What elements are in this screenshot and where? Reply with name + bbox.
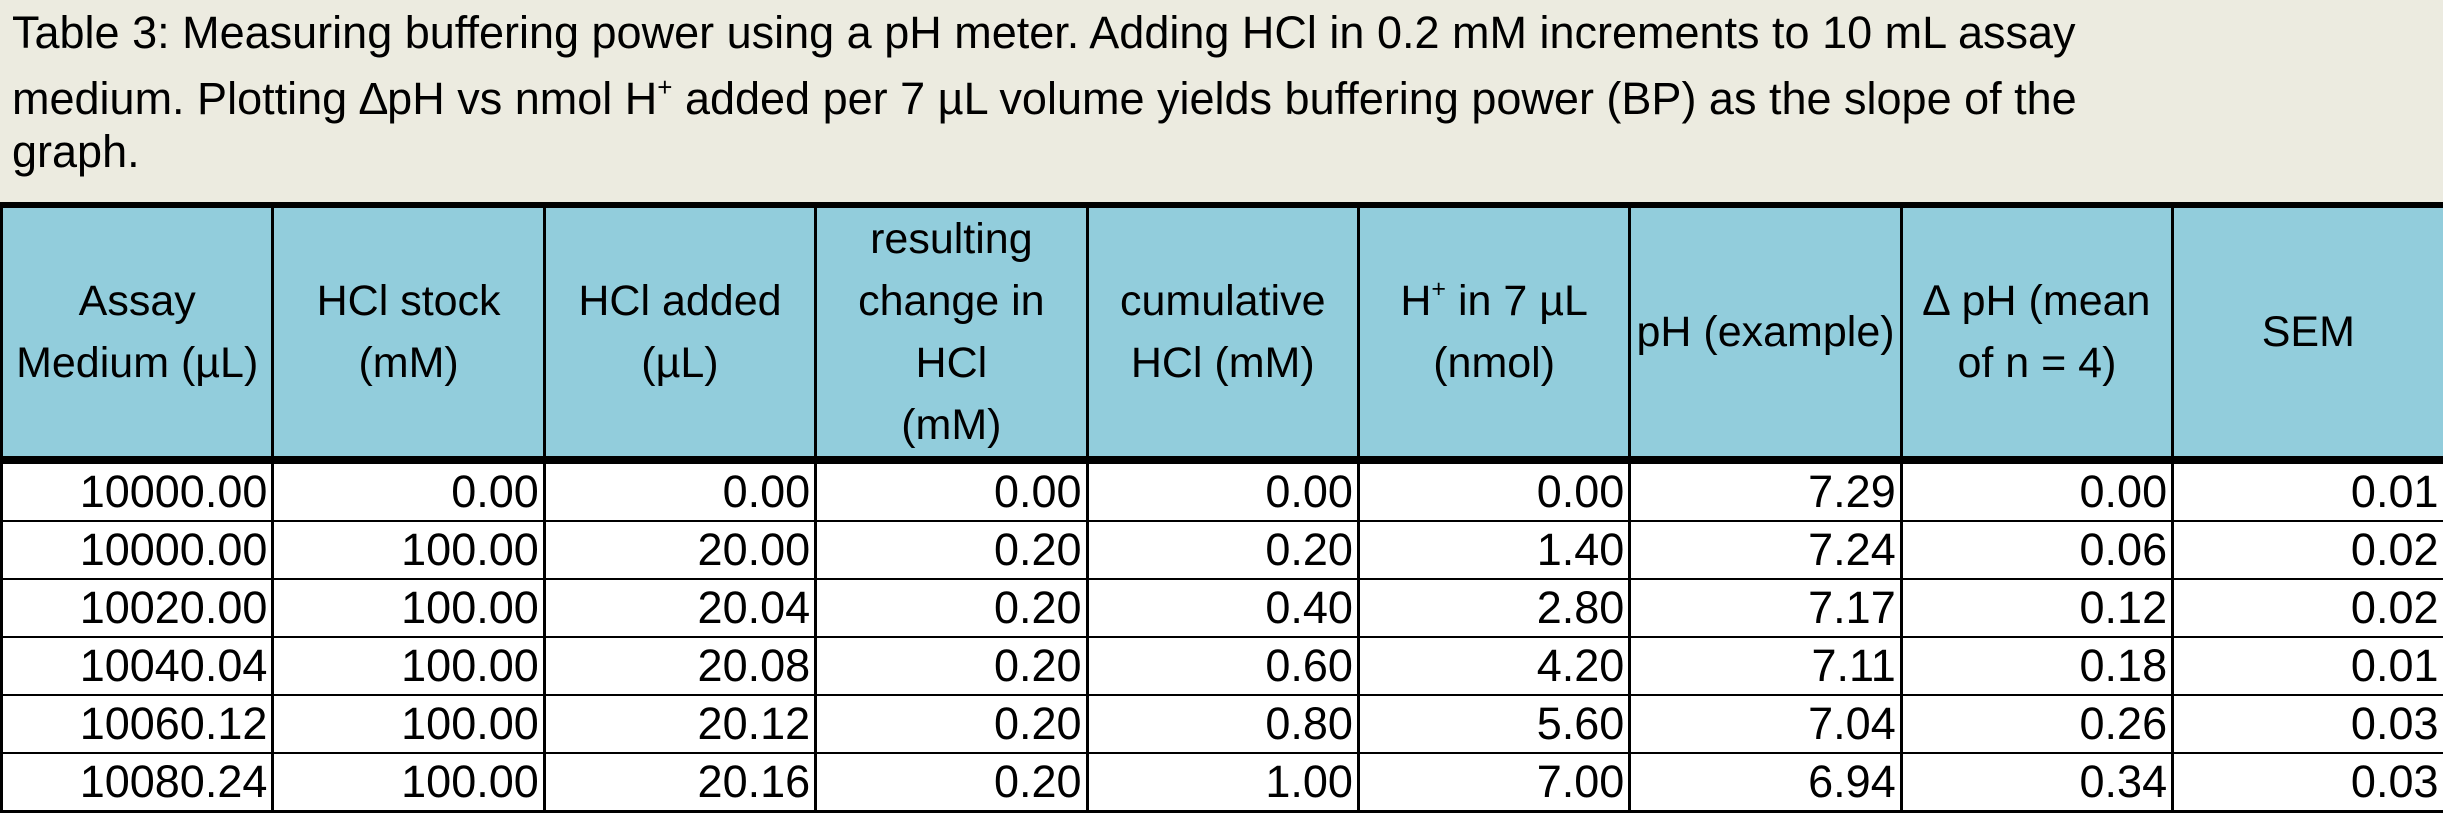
- cell-hcl-stock: 100.00: [273, 695, 544, 753]
- cell-hcl-stock: 100.00: [273, 753, 544, 812]
- cell-hcl-added: 20.04: [544, 579, 815, 637]
- cell-ph-example: 7.24: [1630, 521, 1901, 579]
- cell-assay-medium: 10060.12: [2, 695, 273, 753]
- cell-h-plus-nmol: 0.00: [1358, 460, 1629, 521]
- cell-cumulative-hcl: 0.80: [1087, 695, 1358, 753]
- cell-cumulative-hcl: 0.40: [1087, 579, 1358, 637]
- cell-cumulative-hcl: 0.20: [1087, 521, 1358, 579]
- cell-delta-ph: 0.00: [1901, 460, 2172, 521]
- cell-h-plus-nmol: 2.80: [1358, 579, 1629, 637]
- cell-assay-medium: 10040.04: [2, 637, 273, 695]
- cell-resulting-change: 0.20: [816, 521, 1087, 579]
- header-hcl-added: HCl added(µL): [544, 205, 815, 460]
- cell-assay-medium: 10080.24: [2, 753, 273, 812]
- cell-hcl-added: 20.12: [544, 695, 815, 753]
- header-h-plus: H+ in 7 µL(nmol): [1358, 205, 1629, 460]
- caption-line-3: graph.: [12, 130, 2443, 174]
- cell-hcl-stock: 100.00: [273, 579, 544, 637]
- cell-hcl-stock: 100.00: [273, 637, 544, 695]
- cell-hcl-stock: 0.00: [273, 460, 544, 521]
- cell-hcl-added: 20.00: [544, 521, 815, 579]
- caption-line-2-end: added per 7 µL volume yields buffering p…: [672, 73, 2076, 124]
- cell-cumulative-hcl: 0.00: [1087, 460, 1358, 521]
- cell-delta-ph: 0.06: [1901, 521, 2172, 579]
- cell-sem: 0.02: [2173, 579, 2443, 637]
- cell-delta-ph: 0.26: [1901, 695, 2172, 753]
- caption-superscript: +: [657, 72, 672, 102]
- header-ph-example: pH (example): [1630, 205, 1901, 460]
- cell-assay-medium: 10000.00: [2, 521, 273, 579]
- cell-ph-example: 7.17: [1630, 579, 1901, 637]
- cell-resulting-change: 0.20: [816, 753, 1087, 812]
- table-caption: Table 3: Measuring buffering power using…: [0, 0, 2443, 202]
- cell-hcl-stock: 100.00: [273, 521, 544, 579]
- cell-delta-ph: 0.12: [1901, 579, 2172, 637]
- cell-sem: 0.03: [2173, 695, 2443, 753]
- caption-line-2-start: medium. Plotting ∆pH vs nmol H: [12, 73, 657, 124]
- cell-h-plus-nmol: 1.40: [1358, 521, 1629, 579]
- cell-sem: 0.03: [2173, 753, 2443, 812]
- cell-ph-example: 7.29: [1630, 460, 1901, 521]
- cell-ph-example: 7.11: [1630, 637, 1901, 695]
- caption-line-2: medium. Plotting ∆pH vs nmol H+ added pe…: [12, 66, 2443, 132]
- cell-resulting-change: 0.20: [816, 695, 1087, 753]
- cell-sem: 0.02: [2173, 521, 2443, 579]
- cell-delta-ph: 0.18: [1901, 637, 2172, 695]
- cell-hcl-added: 20.08: [544, 637, 815, 695]
- cell-h-plus-nmol: 5.60: [1358, 695, 1629, 753]
- cell-delta-ph: 0.34: [1901, 753, 2172, 812]
- cell-sem: 0.01: [2173, 637, 2443, 695]
- cell-resulting-change: 0.20: [816, 637, 1087, 695]
- header-hcl-stock: HCl stock(mM): [273, 205, 544, 460]
- cell-assay-medium: 10020.00: [2, 579, 273, 637]
- cell-hcl-added: 0.00: [544, 460, 815, 521]
- cell-assay-medium: 10000.00: [2, 460, 273, 521]
- cell-ph-example: 6.94: [1630, 753, 1901, 812]
- cell-ph-example: 7.04: [1630, 695, 1901, 753]
- cell-cumulative-hcl: 1.00: [1087, 753, 1358, 812]
- cell-resulting-change: 0.20: [816, 579, 1087, 637]
- header-sem: SEM: [2173, 205, 2443, 460]
- caption-line-1: Table 3: Measuring buffering power using…: [12, 0, 2443, 66]
- cell-cumulative-hcl: 0.60: [1087, 637, 1358, 695]
- cell-sem: 0.01: [2173, 460, 2443, 521]
- cell-h-plus-nmol: 7.00: [1358, 753, 1629, 812]
- cell-hcl-added: 20.16: [544, 753, 815, 812]
- cell-h-plus-nmol: 4.20: [1358, 637, 1629, 695]
- cell-resulting-change: 0.00: [816, 460, 1087, 521]
